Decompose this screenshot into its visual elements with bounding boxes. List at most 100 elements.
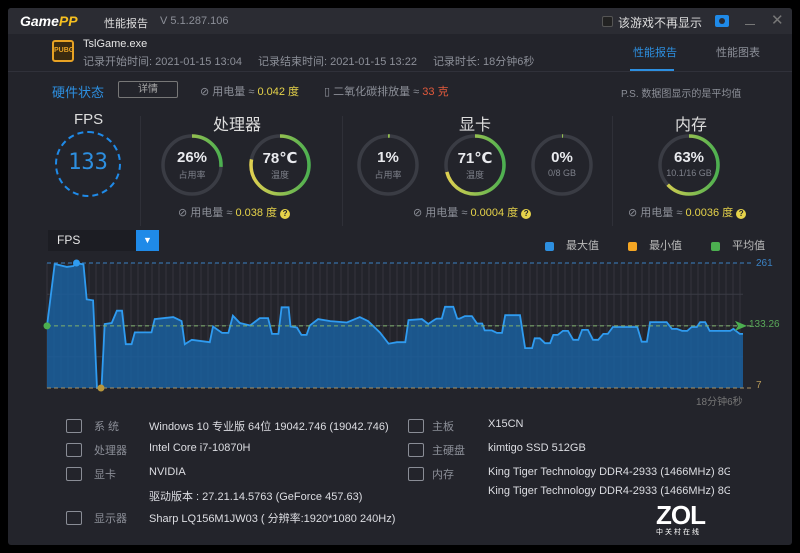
gpu-title: 显卡 <box>459 117 492 134</box>
legend-avg-swatch <box>711 241 721 251</box>
zol-watermark: ZOL <box>656 500 706 530</box>
disk-icon <box>408 443 424 457</box>
data-note: P.S. 数据图显示的是平均值 <box>621 89 742 100</box>
memory-icon <box>408 467 424 481</box>
power-icon: ⊘ <box>178 207 188 219</box>
gpu-temp-gauge-value: 71℃ <box>457 150 493 167</box>
help-icon[interactable]: ? <box>521 209 532 219</box>
hardware-status-title: 硬件状态 <box>52 85 105 100</box>
info-label: 内存 <box>432 469 454 481</box>
gpu-vram-gauge-value: 0% <box>551 149 573 166</box>
legend-min: 最小值 <box>649 240 683 252</box>
record-meta: 记录开始时间: 2021-01-15 13:04 记录结束时间: 2021-01… <box>83 53 534 69</box>
help-icon[interactable]: ? <box>736 209 747 219</box>
gpu-vram-gauge-label: 0/8 GB <box>547 168 576 178</box>
info-value: King Tiger Technology DDR4-2933 (1466MHz… <box>488 466 730 478</box>
monitor-icon <box>66 511 82 525</box>
cpu-temp-gauge-arc <box>249 134 311 196</box>
close-button[interactable]: ✕ <box>771 12 784 29</box>
info-label: 系 统 <box>94 421 120 433</box>
avg-arrow-icon <box>735 320 747 331</box>
dont-show-checkbox[interactable] <box>602 16 613 27</box>
fps-title: FPS <box>74 111 104 128</box>
legend-min-swatch <box>628 241 638 251</box>
power-icon: ⊘ <box>200 86 210 98</box>
info-value: X15CN <box>488 418 524 430</box>
info-label: 主硬盘 <box>432 445 465 457</box>
memory-title: 内存 <box>675 117 708 134</box>
minimize-button[interactable] <box>745 24 755 25</box>
max-marker <box>72 259 80 267</box>
info-value: Intel Core i7-10870H <box>149 442 251 454</box>
camera-icon[interactable] <box>715 15 729 27</box>
tab-performance-chart[interactable]: 性能图表 <box>716 47 760 59</box>
cpu-temp-gauge-label: 温度 <box>270 170 289 180</box>
cpu-usage-gauge-label: 占用率 <box>178 170 206 180</box>
performance-report-window: GamePP 性能报告 V 5.1.287.106 该游戏不再显示 ✕ PUBG… <box>8 8 792 545</box>
details-button[interactable]: 详情 <box>118 81 178 98</box>
dont-show-label[interactable]: 该游戏不再显示 <box>618 16 703 30</box>
gpu-usage-gauge-label: 占用率 <box>374 170 402 180</box>
game-header: PUBG TslGame.exe 记录开始时间: 2021-01-15 13:0… <box>8 34 792 72</box>
game-exe: TslGame.exe <box>83 38 148 50</box>
max-value-label: 261 <box>756 258 773 269</box>
fps-area <box>47 263 743 388</box>
total-power: ⊘ 用电量 ≈ 0.042 度 <box>200 86 300 98</box>
windows-icon <box>66 419 82 433</box>
power-icon: ⊘ <box>628 207 638 219</box>
chart-duration-label: 18分钟6秒 <box>696 397 743 408</box>
legend-max: 最大值 <box>566 240 599 252</box>
min-value-label: 7 <box>756 380 762 391</box>
cpu-temp-gauge-value: 78℃ <box>262 150 298 167</box>
info-value: Windows 10 专业版 64位 19042.746 (19042.746) <box>149 421 389 433</box>
motherboard-icon <box>408 419 424 433</box>
mem-usage-gauge-arc <box>658 134 720 196</box>
chart-legend: 最大值 最小值 平均值 <box>545 237 765 253</box>
gpu-vram-gauge <box>531 134 593 196</box>
help-icon[interactable]: ? <box>280 209 291 219</box>
mem-usage-gauge-value: 63% <box>673 149 705 166</box>
record-duration: 记录时长: 18分钟6秒 <box>432 56 535 68</box>
avg-marker <box>43 322 51 330</box>
gpu-icon <box>66 467 82 481</box>
gpu-temp-gauge-label: 温度 <box>465 170 484 180</box>
metric-select[interactable]: FPS <box>48 230 159 251</box>
co2-emission: ▯ 二氧化碳排放量 ≈ 33 克 <box>324 86 449 98</box>
info-value: Sharp LQ156M1JW03 ( 分辨率:1920*1080 240Hz) <box>149 513 396 525</box>
version-label: V 5.1.287.106 <box>160 15 229 27</box>
fps-chart <box>43 259 753 392</box>
record-start: 记录开始时间: 2021-01-15 13:04 <box>83 56 242 68</box>
gpu-usage-gauge-value: 1% <box>377 149 399 166</box>
title-bar: GamePP 性能报告 V 5.1.287.106 该游戏不再显示 ✕ <box>8 8 792 34</box>
divider <box>342 116 343 226</box>
cpu-usage-gauge <box>161 134 223 196</box>
legend-avg: 平均值 <box>732 240 766 252</box>
gpu-usage-gauge <box>357 134 419 196</box>
info-label: 显示器 <box>94 513 127 525</box>
gpu-usage-gauge-arc <box>357 134 419 196</box>
bottle-icon: ▯ <box>324 86 331 98</box>
fps-average-gauge: 133 <box>55 131 121 197</box>
mem-usage-gauge-label: 10.1/16 GB <box>666 168 712 178</box>
game-logo: PUBG <box>52 40 74 62</box>
mem-usage-gauge <box>658 134 720 196</box>
cpu-usage-gauge-arc <box>161 134 223 196</box>
divider <box>140 116 141 226</box>
cpu-title: 处理器 <box>213 117 262 134</box>
info-label: 处理器 <box>94 445 127 457</box>
gamepp-logo: GamePP <box>20 13 78 29</box>
chevron-down-icon[interactable]: ▼ <box>136 230 159 251</box>
gpu-temp-gauge <box>444 134 506 196</box>
info-value-2: King Tiger Technology DDR4-2933 (1466MHz… <box>488 485 730 497</box>
cpu-usage-gauge-value: 26% <box>176 149 208 166</box>
tab-performance-report[interactable]: 性能报告 <box>630 44 677 71</box>
gpu-temp-gauge-arc <box>444 134 506 196</box>
cpu-power: ⊘ 用电量 ≈ 0.038 度 ? <box>178 204 291 220</box>
zol-watermark-sub: 中关村在线 <box>656 529 701 536</box>
info-value: kimtigo SSD 512GB <box>488 442 586 454</box>
cpu-temp-gauge <box>249 134 311 196</box>
gauge-rings <box>161 134 720 196</box>
fps-line <box>46 262 743 389</box>
info-label: 显卡 <box>94 469 116 481</box>
divider <box>612 116 613 226</box>
